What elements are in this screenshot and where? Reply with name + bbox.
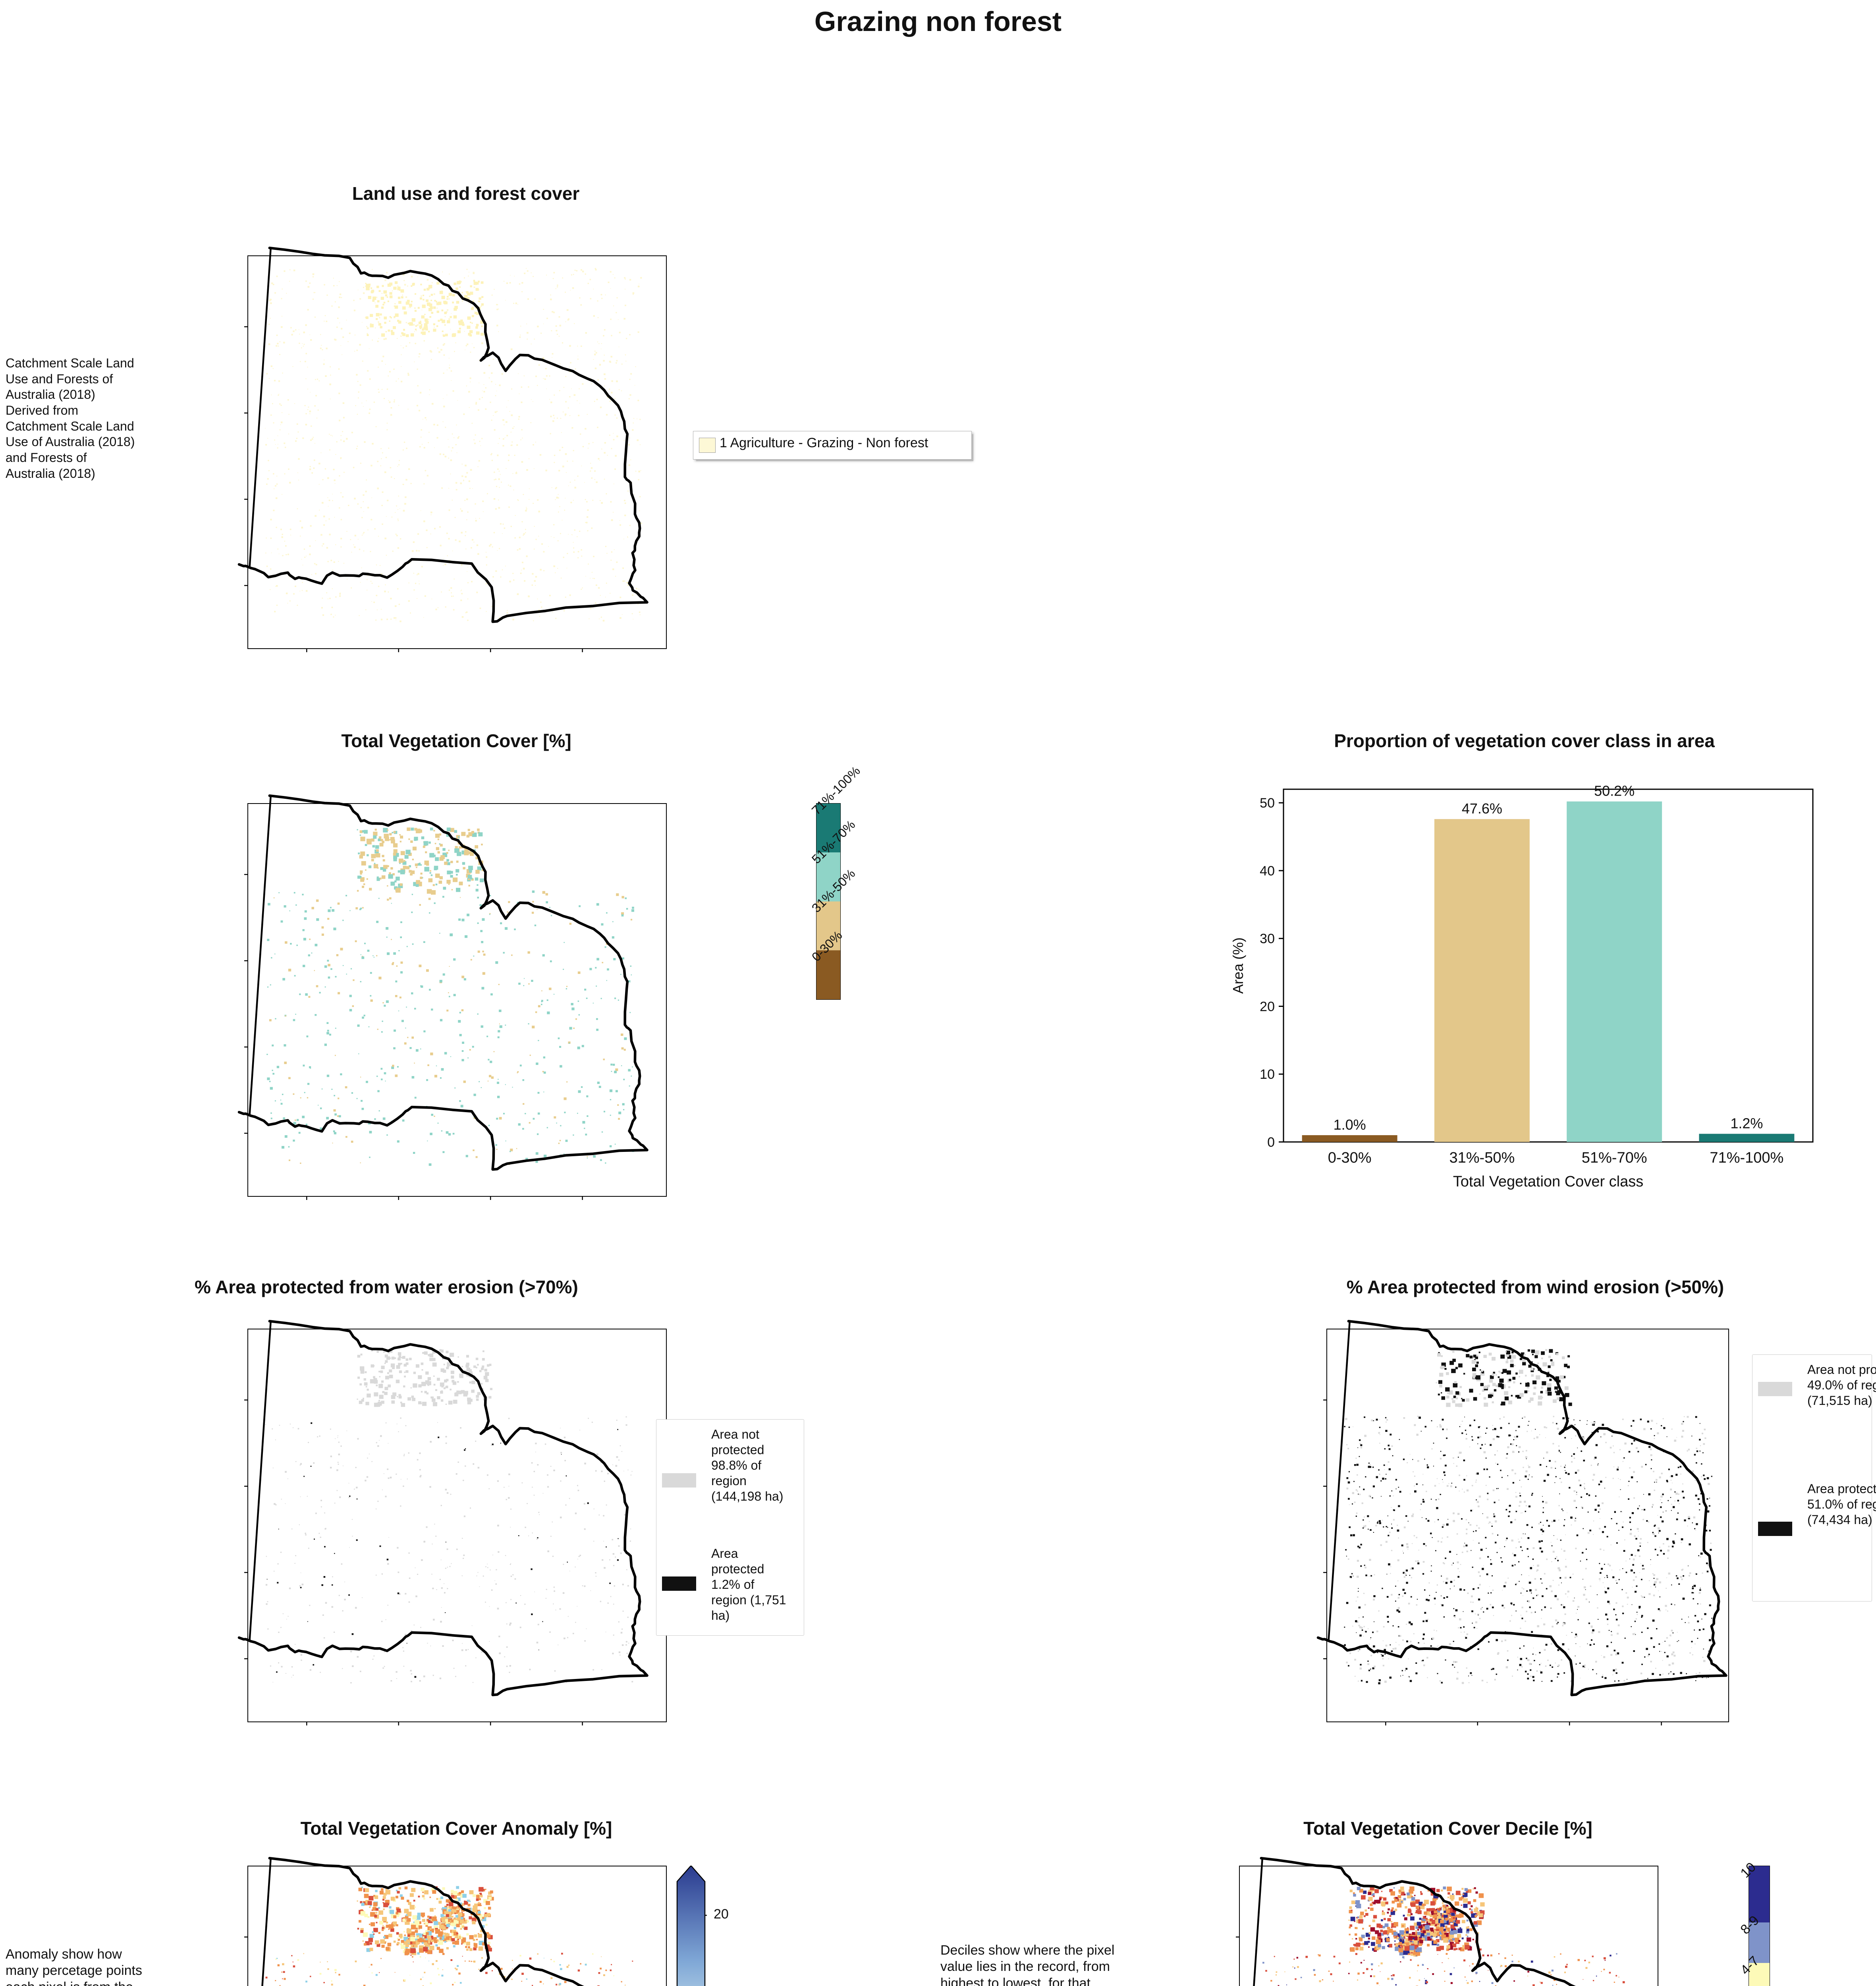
svg-text:0: 0 [1267, 1135, 1275, 1150]
svg-text:51%-70%: 51%-70% [1582, 1149, 1647, 1166]
svg-text:71%-100%: 71%-100% [1710, 1149, 1783, 1166]
svg-text:50: 50 [1260, 796, 1275, 811]
svg-text:10: 10 [1260, 1067, 1275, 1082]
svg-text:0-30%: 0-30% [1328, 1149, 1372, 1166]
svg-text:Area (%): Area (%) [1230, 937, 1246, 994]
svg-text:31%-50%: 31%-50% [1449, 1149, 1515, 1166]
svg-text:50.2%: 50.2% [1594, 783, 1635, 799]
svg-text:Total Vegetation Cover class: Total Vegetation Cover class [1453, 1173, 1644, 1190]
svg-text:40: 40 [1260, 864, 1275, 879]
svg-text:30: 30 [1260, 931, 1275, 947]
svg-text:1.2%: 1.2% [1730, 1115, 1763, 1132]
svg-text:1.0%: 1.0% [1334, 1117, 1366, 1133]
svg-text:20: 20 [1260, 999, 1275, 1014]
svg-text:47.6%: 47.6% [1462, 800, 1502, 817]
